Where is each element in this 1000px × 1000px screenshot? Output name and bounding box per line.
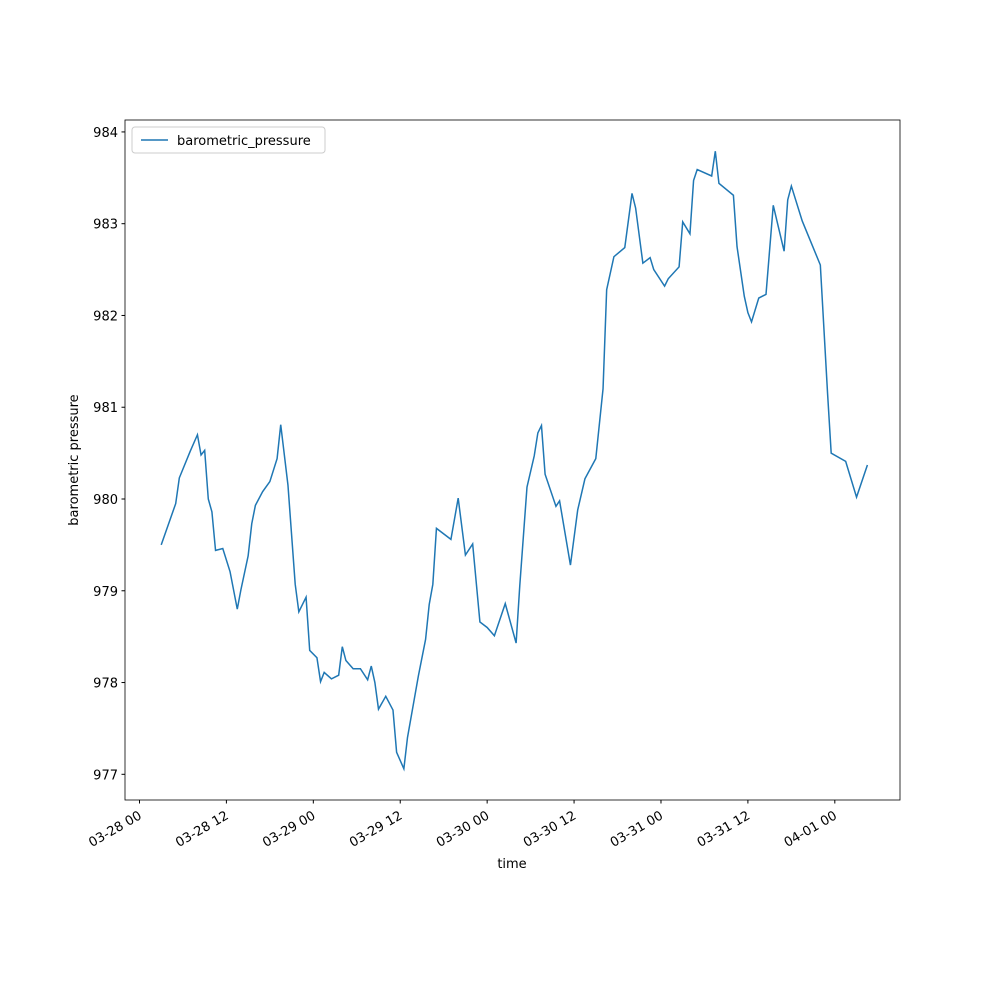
y-tick-label: 982 — [93, 309, 118, 324]
y-axis-label: barometric pressure — [67, 394, 82, 525]
y-tick-label: 981 — [93, 401, 118, 416]
y-tick-label: 978 — [93, 677, 118, 692]
y-tick-label: 979 — [93, 585, 118, 600]
x-axis-label: time — [497, 857, 526, 872]
y-tick-label: 980 — [93, 493, 118, 508]
legend-box — [131, 126, 326, 154]
y-tick-label: 977 — [93, 768, 118, 783]
data-line — [160, 151, 869, 772]
y-tick-label: 983 — [93, 218, 118, 233]
y-tick-label: 984 — [93, 126, 118, 141]
axes-frame — [124, 119, 901, 801]
legend-label: barometric_pressure — [177, 134, 311, 149]
